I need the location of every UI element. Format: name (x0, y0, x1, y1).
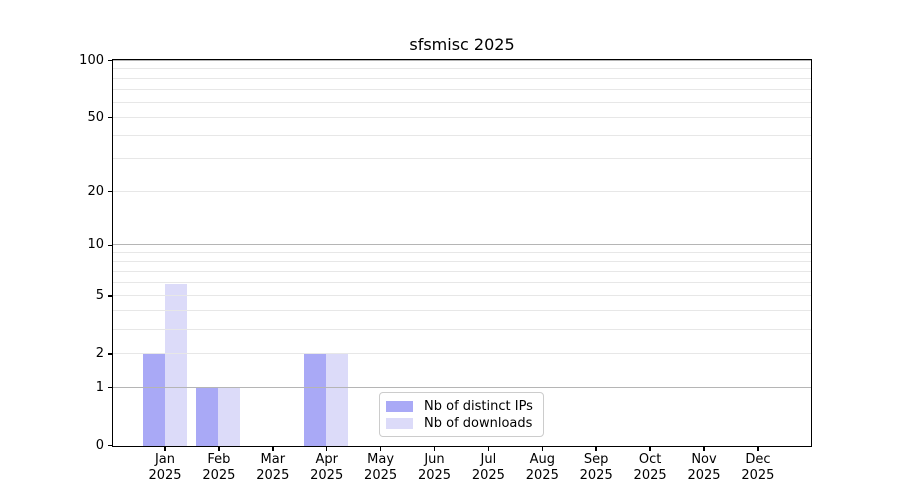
bar-downloads-jan (164, 283, 187, 446)
y-tick-label-2: 2 (95, 345, 104, 361)
minor-gridline-3 (113, 328, 811, 330)
minor-gridline-60 (113, 101, 811, 103)
y-tick-mark-1 (108, 386, 112, 389)
y-tick-mark-50 (108, 116, 112, 119)
x-tick-label-nov: Nov 2025 (687, 452, 721, 483)
x-tick-label-dec: Dec 2025 (741, 452, 775, 483)
x-tick-mark-oct (649, 447, 651, 451)
bar-distinct-ips-feb (196, 388, 219, 446)
y-tick-mark-5 (108, 295, 112, 297)
minor-gridline-8 (113, 261, 811, 263)
x-tick-mark-jan (164, 447, 166, 451)
y-tick-label-1: 1 (95, 379, 104, 395)
x-tick-label-apr: Apr 2025 (310, 452, 344, 483)
x-tick-mark-mar (272, 447, 274, 451)
x-tick-mark-nov (703, 447, 705, 451)
legend-label-downloads: Nb of downloads (424, 416, 533, 431)
x-tick-mark-aug (541, 447, 544, 451)
minor-gridline-90 (113, 68, 811, 70)
bar-distinct-ips-apr (304, 354, 327, 446)
minor-gridline-50 (113, 116, 811, 118)
x-tick-label-sep: Sep 2025 (579, 452, 613, 483)
legend-label-distinct-ips: Nb of distinct IPs (424, 399, 533, 414)
minor-gridline-2 (113, 352, 811, 354)
legend-entry-downloads: Nb of downloads (386, 415, 534, 432)
plot-area (112, 59, 812, 447)
x-tick-label-may: May 2025 (364, 452, 398, 483)
bar-distinct-ips-jan (142, 354, 165, 446)
bar-downloads-apr (326, 354, 349, 446)
minor-gridline-6 (113, 282, 811, 284)
legend-swatch-distinct-ips (386, 401, 413, 412)
x-tick-mark-may (379, 447, 382, 451)
minor-gridline-5 (113, 295, 811, 297)
legend-swatch-downloads (386, 418, 413, 429)
x-tick-mark-sep (595, 447, 597, 451)
minor-gridline-7 (113, 271, 811, 273)
major-gridline-10 (113, 244, 811, 246)
x-tick-label-jan: Jan 2025 (148, 452, 182, 483)
x-tick-label-jul: Jul 2025 (471, 452, 505, 483)
y-tick-label-10: 10 (87, 237, 104, 253)
chart-title: sfsmisc 2025 (409, 35, 515, 54)
x-tick-mark-apr (325, 447, 328, 451)
bar-downloads-feb (218, 388, 241, 446)
x-tick-mark-jul (487, 447, 490, 451)
minor-gridline-80 (113, 77, 811, 79)
x-tick-label-mar: Mar 2025 (256, 452, 290, 483)
x-tick-mark-jun (433, 447, 436, 451)
y-tick-mark-2 (108, 353, 112, 355)
x-tick-label-oct: Oct 2025 (633, 452, 667, 483)
y-tick-mark-20 (108, 190, 112, 193)
y-tick-label-20: 20 (87, 183, 104, 199)
legend: Nb of distinct IPs Nb of downloads (379, 392, 544, 437)
minor-gridline-4 (113, 310, 811, 312)
minor-gridline-9 (113, 252, 811, 254)
minor-gridline-70 (113, 88, 811, 90)
y-tick-label-5: 5 (95, 288, 104, 304)
x-tick-label-feb: Feb 2025 (202, 452, 236, 483)
y-tick-label-0: 0 (95, 437, 104, 453)
x-tick-label-jun: Jun 2025 (417, 452, 452, 483)
y-tick-mark-0 (108, 444, 112, 447)
minor-gridline-40 (113, 134, 811, 136)
y-tick-mark-100 (108, 59, 112, 62)
major-gridline-100 (113, 59, 811, 61)
x-tick-mark-feb (218, 447, 220, 451)
y-tick-label-100: 100 (79, 52, 104, 68)
legend-entry-distinct-ips: Nb of distinct IPs (386, 398, 534, 415)
y-tick-mark-10 (108, 244, 112, 247)
x-tick-label-aug: Aug 2025 (525, 452, 559, 483)
bars-layer (113, 60, 811, 446)
minor-gridline-30 (113, 158, 811, 160)
major-gridline-1 (113, 386, 811, 388)
minor-gridline-20 (113, 190, 811, 192)
y-tick-label-50: 50 (87, 109, 104, 125)
grid-layer (113, 59, 811, 446)
x-tick-mark-dec (757, 447, 759, 451)
